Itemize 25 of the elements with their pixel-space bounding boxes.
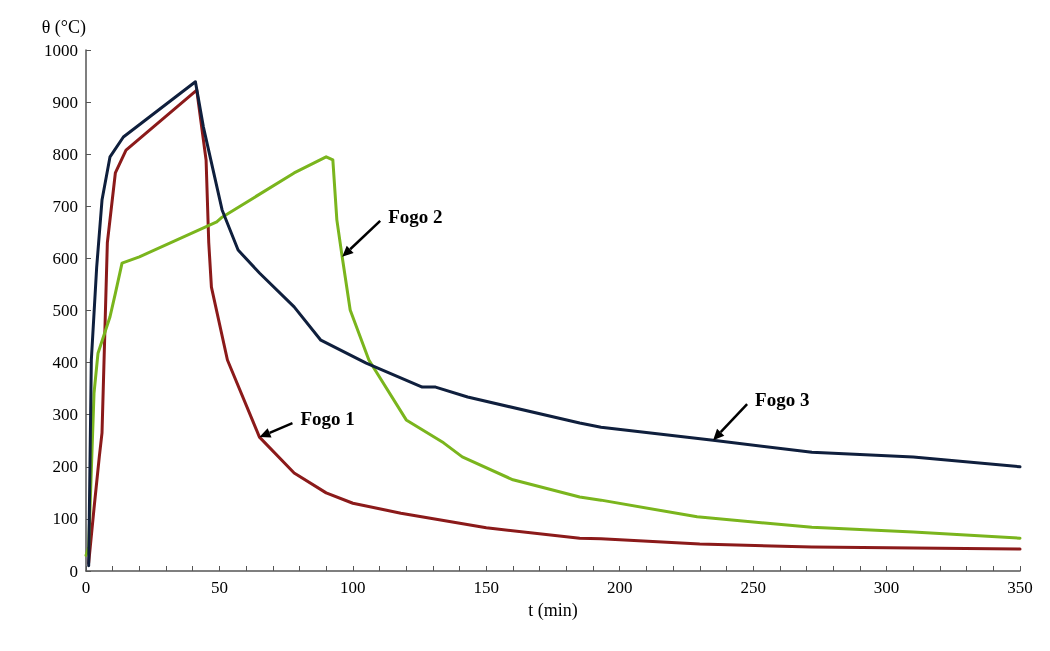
x-tick-label: 300: [873, 578, 900, 597]
y-tick-label: 200: [52, 457, 78, 477]
series-label: Fogo 1: [300, 408, 355, 430]
y-tick-label: 1000: [44, 40, 78, 60]
y-tick-label: 900: [52, 92, 78, 112]
x-tick-label: 100: [340, 578, 366, 597]
y-tick-label: 600: [52, 248, 78, 268]
y-tick-label: 800: [52, 144, 78, 164]
x-tick-label: 50: [210, 578, 228, 597]
y-tick-label: 400: [52, 353, 78, 373]
x-tick-label: 250: [740, 578, 766, 597]
y-tick-label: 100: [52, 509, 78, 529]
y-axis-title: θ (°C): [41, 17, 86, 38]
series-label: Fogo 3: [755, 389, 810, 411]
x-tick-label: 350: [1007, 578, 1033, 597]
y-tick-label: 300: [52, 405, 78, 425]
x-axis-title: t (min): [528, 600, 578, 621]
x-tick-label: 0: [81, 578, 91, 597]
text: Fogo 2: [388, 205, 443, 227]
x-tick-label: 150: [473, 578, 500, 597]
y-tick-label: 0: [69, 561, 78, 581]
x-tick-label: 200: [606, 578, 633, 597]
line-series: [84, 155, 1022, 557]
y-tick-label: 700: [52, 196, 78, 216]
y-tick-label: 500: [52, 301, 78, 320]
